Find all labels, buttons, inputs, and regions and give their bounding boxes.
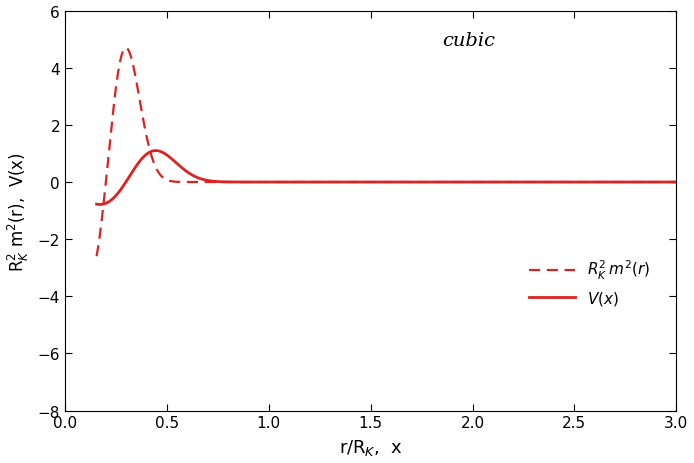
- $V(x)$: [151, 149, 160, 154]
- $V(x)$: [331, 180, 339, 185]
- $R_K^2\, m^2(r)$: [331, 180, 339, 185]
- $R_K^2\, m^2(r)$: [593, 180, 601, 185]
- X-axis label: r/R$_K$,  x: r/R$_K$, x: [339, 438, 403, 457]
- $R_K^2\, m^2(r)$: [672, 180, 681, 185]
- Legend: $R_K^2\, m^2(r)$, $V(x)$: $R_K^2\, m^2(r)$, $V(x)$: [523, 252, 657, 313]
- $R_K^2\, m^2(r)$: [92, 254, 101, 259]
- Y-axis label: R$_K^2$ m$^2$(r),  V(x): R$_K^2$ m$^2$(r), V(x): [6, 151, 31, 271]
- $V(x)$: [593, 180, 601, 185]
- $R_K^2\, m^2(r)$: [121, 46, 130, 51]
- $R_K^2\, m^2(r)$: [94, 243, 103, 248]
- $V(x)$: [94, 202, 103, 208]
- $R_K^2\, m^2(r)$: [197, 180, 205, 185]
- Line: $V(x)$: $V(x)$: [96, 151, 677, 205]
- Line: $R_K^2\, m^2(r)$: $R_K^2\, m^2(r)$: [96, 49, 677, 257]
- $V(x)$: [96, 202, 104, 208]
- $V(x)$: [672, 180, 681, 185]
- $V(x)$: [92, 202, 101, 207]
- $V(x)$: [542, 180, 550, 185]
- $R_K^2\, m^2(r)$: [419, 180, 428, 185]
- $V(x)$: [197, 177, 205, 182]
- $R_K^2\, m^2(r)$: [542, 180, 550, 185]
- Text: cubic: cubic: [442, 31, 495, 50]
- $V(x)$: [419, 180, 428, 185]
